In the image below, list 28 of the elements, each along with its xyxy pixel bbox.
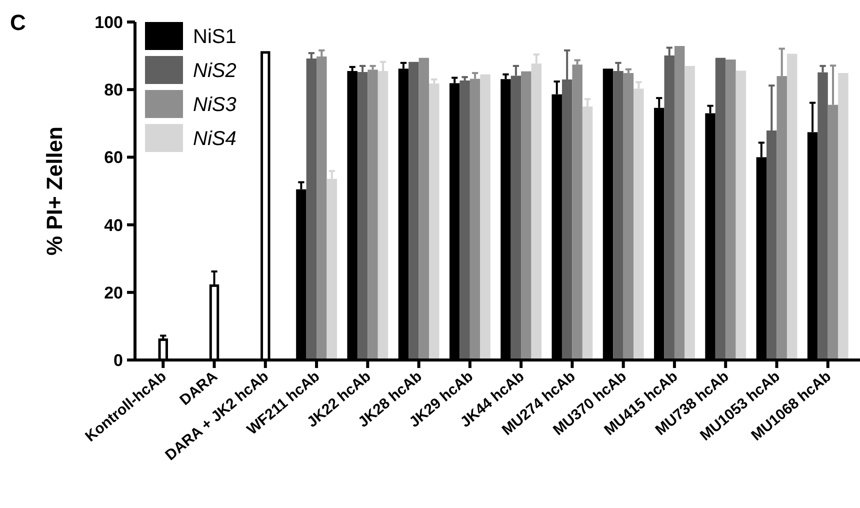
bar: [418, 58, 430, 360]
bar: [429, 84, 440, 360]
bar: [572, 64, 582, 360]
bar: [838, 73, 848, 360]
bar: [368, 70, 378, 360]
bar: [674, 46, 685, 360]
y-tick-label: 80: [104, 80, 123, 100]
y-axis-title: % PI+ Zellen: [42, 126, 67, 256]
legend-label: NiS2: [193, 60, 236, 82]
bar: [460, 80, 470, 360]
y-tick-label: 0: [114, 350, 123, 370]
bar: [684, 66, 695, 360]
bar: [480, 74, 490, 360]
y-tick-label: 100: [94, 12, 123, 32]
legend-label: NiS4: [193, 128, 236, 150]
bar: [521, 71, 532, 360]
bar: [715, 58, 726, 360]
y-tick-label: 20: [104, 283, 123, 302]
bar: [726, 60, 736, 360]
text: C: [10, 10, 26, 35]
bar: [408, 62, 419, 360]
y-tick-label: 60: [104, 148, 123, 168]
legend-label: NiS3: [193, 94, 236, 116]
bar: [786, 54, 798, 360]
legend-label: NiS1: [193, 26, 236, 48]
bar: [623, 73, 634, 360]
bar: [736, 70, 746, 360]
y-tick-label: 40: [104, 216, 123, 235]
